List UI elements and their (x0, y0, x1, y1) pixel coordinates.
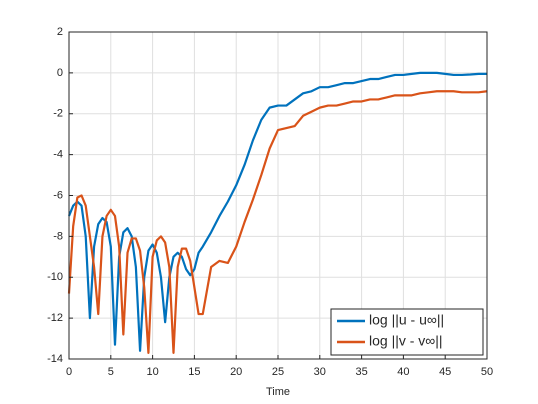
y-tick-label: -10 (47, 271, 63, 283)
x-axis-label: Time (266, 386, 290, 398)
data-line (67, 90, 488, 354)
x-tick-label: 45 (439, 366, 451, 378)
legend-label: log ||u - u∞|| (369, 312, 444, 328)
x-tick-label: 10 (146, 366, 158, 378)
x-tick-label: 0 (66, 366, 72, 378)
y-tick-label: -12 (47, 312, 63, 324)
y-tick-label: 0 (57, 67, 63, 79)
y-tick-label: -6 (53, 189, 63, 201)
y-tick-label: -14 (47, 353, 63, 365)
y-tick-label: -2 (53, 108, 63, 120)
x-tick-label: 5 (108, 366, 114, 378)
y-tick-label: -4 (53, 149, 63, 161)
x-tick-label: 50 (481, 366, 493, 378)
data-line (67, 71, 487, 352)
x-tick-label: 25 (272, 366, 284, 378)
y-tick-label: 2 (57, 26, 63, 38)
x-tick-label: 30 (314, 366, 326, 378)
x-tick-label: 20 (230, 366, 242, 378)
legend-label: log ||v - v∞|| (369, 333, 443, 349)
legend-box (330, 308, 484, 356)
x-tick-label: 35 (355, 366, 367, 378)
y-tick-label: -8 (53, 230, 63, 242)
x-tick-label: 40 (397, 366, 409, 378)
x-tick-label: 15 (188, 366, 200, 378)
